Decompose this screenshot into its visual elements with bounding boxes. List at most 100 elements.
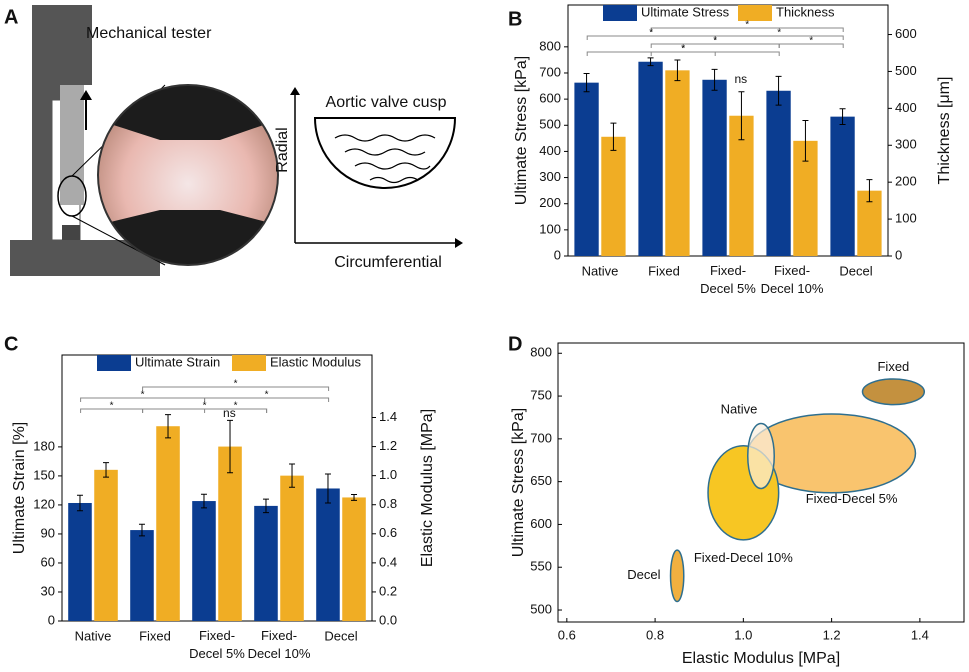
x-tick-label: 0.6: [558, 627, 576, 642]
x-axis-label: Elastic Modulus [MPa]: [682, 650, 840, 667]
y-axis-label: Ultimate Stress [kPa]: [510, 408, 527, 557]
significance-label: *: [681, 44, 685, 55]
bar: [830, 116, 855, 257]
x-tick-label: Native: [582, 263, 619, 278]
error-bar: [76, 494, 83, 512]
arrow-head: [80, 90, 92, 100]
grip: [60, 85, 84, 205]
x-tick-label: 1.4: [911, 627, 929, 642]
tester-head: [32, 5, 92, 85]
y2-tick-label: 0.4: [379, 554, 397, 569]
y2-axis-label: Thickness [μm]: [936, 77, 953, 185]
legend-swatch: [97, 355, 131, 371]
error-bar: [738, 91, 745, 141]
plot-frame: [557, 342, 965, 623]
significance-label: ns: [223, 406, 236, 420]
significance-label: *: [745, 20, 749, 31]
y-tick-label: 150: [33, 467, 55, 482]
y-tick-label: 650: [530, 473, 552, 488]
cusp-label: Aortic valve cusp: [326, 94, 447, 111]
y2-tick-label: 300: [895, 137, 917, 152]
panel-letter: A: [4, 6, 18, 28]
y2-tick-label: 1.0: [379, 467, 397, 482]
significance-label: *: [234, 379, 238, 390]
y-tick-label: 60: [41, 554, 55, 569]
legend-label: Thickness: [776, 4, 835, 19]
y-axis-label: Ultimate Stress [kPa]: [513, 56, 530, 205]
ellipse-mark: [669, 549, 685, 603]
error-bar: [647, 57, 654, 67]
y-tick-label: 800: [530, 345, 552, 360]
significance-label: *: [809, 36, 813, 47]
bar: [218, 446, 242, 621]
significance-label: *: [141, 390, 145, 401]
x-tick-label: Fixed-Decel 5%: [189, 628, 245, 661]
bar: [574, 82, 599, 256]
x-tick-label: Native: [75, 628, 112, 643]
y2-tick-label: 1.4: [379, 409, 397, 424]
error-bar: [610, 122, 617, 151]
y-tick-label: 550: [530, 559, 552, 574]
y-tick-label: 30: [41, 583, 55, 598]
y2-tick-label: 500: [895, 63, 917, 78]
error-bar: [674, 59, 681, 82]
point-label: Fixed: [877, 359, 909, 374]
significance-label: *: [681, 44, 685, 55]
y-tick-label: 600: [539, 91, 561, 106]
y2-tick-label: 600: [895, 26, 917, 41]
significance-label: *: [110, 401, 114, 412]
bar: [280, 475, 304, 621]
point-label: Fixed-Decel 5%: [806, 491, 898, 506]
y2-tick-label: 0: [895, 247, 902, 262]
x-tick-label: 1.0: [734, 627, 752, 642]
bar: [665, 70, 690, 256]
x-tick-label: Fixed-Decel 5%: [700, 263, 756, 296]
x-tick-label: Fixed-Decel 10%: [248, 628, 311, 661]
error-bar: [351, 494, 358, 501]
x-tick-label: Fixed: [139, 628, 171, 643]
significance-label: *: [777, 28, 781, 39]
ellipse-mark: [861, 378, 926, 406]
x-tick-label: Decel: [839, 263, 872, 278]
x-tick-label: Fixed: [648, 263, 680, 278]
fibers: [334, 134, 436, 184]
x-tick-label: 0.8: [646, 627, 664, 642]
bar: [342, 497, 366, 621]
legend-label: Elastic Modulus: [270, 354, 362, 369]
significance-bracket: [650, 27, 844, 32]
significance-bracket: [650, 51, 716, 56]
radial-label: Radial: [274, 127, 291, 172]
error-bar: [227, 419, 234, 474]
ellipse-mark: [747, 422, 775, 490]
y-tick-label: 180: [33, 438, 55, 453]
significance-label: *: [265, 390, 269, 401]
error-bar: [583, 73, 590, 93]
error-bar: [324, 473, 331, 504]
panel-letter: D: [508, 333, 522, 355]
y2-tick-label: 0.2: [379, 583, 397, 598]
arrow-head: [290, 87, 300, 95]
point-label: Fixed-Decel 10%: [694, 550, 793, 565]
panel-letter: B: [508, 8, 522, 30]
y2-tick-label: 100: [895, 211, 917, 226]
significance-bracket: [204, 397, 330, 402]
y-tick-label: 750: [530, 387, 552, 402]
y-tick-label: 700: [539, 64, 561, 79]
significance-bracket: [714, 35, 844, 40]
y-tick-label: 0: [554, 247, 561, 262]
bar: [68, 502, 92, 621]
photo: [98, 85, 278, 265]
plot-frame: [567, 4, 889, 257]
legend-swatch: [603, 5, 637, 21]
significance-bracket: [204, 408, 268, 413]
y-tick-label: 200: [539, 195, 561, 210]
legend-label: Ultimate Strain: [135, 354, 220, 369]
panel-a: A Mechanical tester Radial Circumferenti…: [4, 5, 463, 276]
panel-letter: C: [4, 333, 18, 355]
bar: [254, 505, 278, 621]
y-tick-label: 0: [48, 612, 55, 627]
error-bar: [103, 462, 110, 478]
y2-tick-label: 0.0: [379, 612, 397, 627]
bar: [601, 136, 626, 256]
bar: [130, 530, 154, 621]
